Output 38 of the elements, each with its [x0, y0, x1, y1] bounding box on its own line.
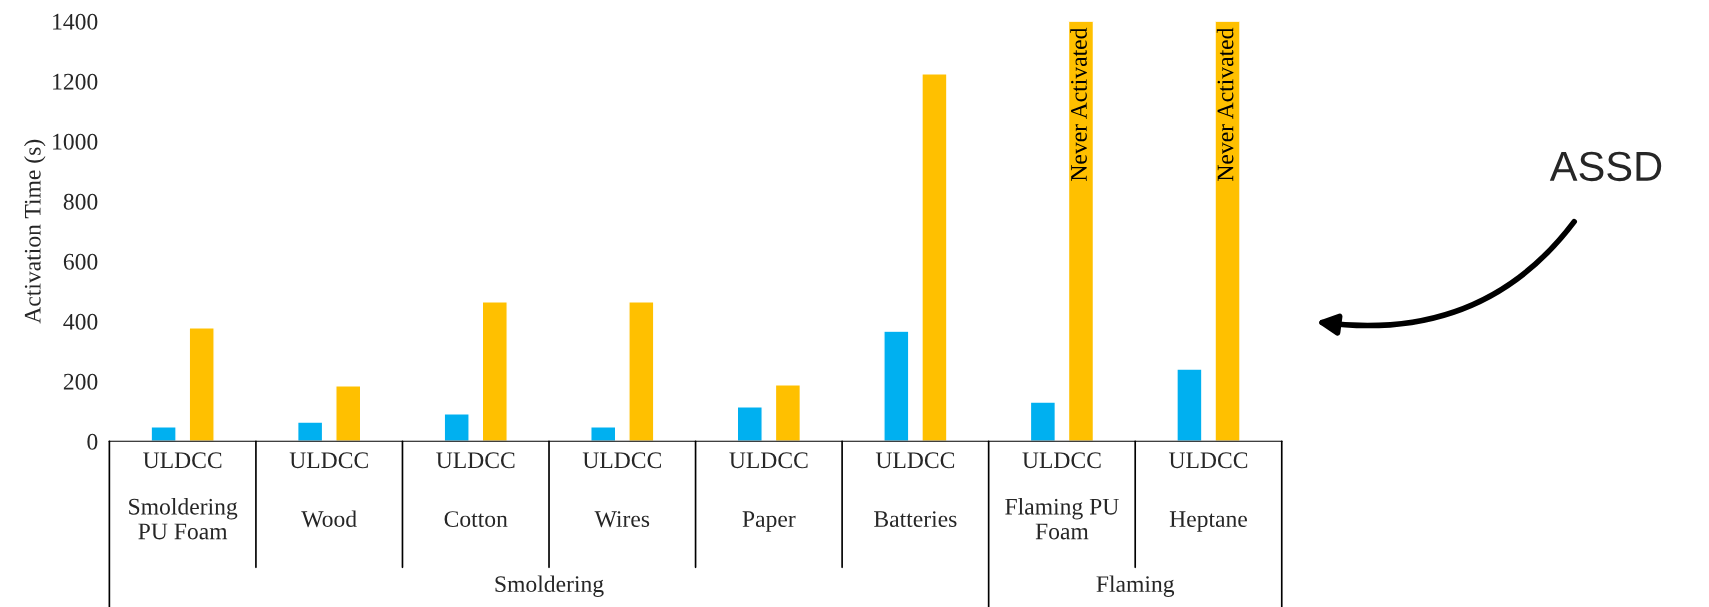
- category-label: ULDCC Wood: [289, 452, 368, 528]
- data-label: Never Activated: [1070, 27, 1087, 181]
- category-label: ULDCC Cotton: [436, 452, 515, 528]
- bar: [1067, 21, 1095, 442]
- category-label: ULDCC Paper: [729, 452, 808, 532]
- y-tick-label: 200: [63, 373, 98, 390]
- bar: [590, 426, 617, 442]
- y-tick-label: 800: [63, 193, 98, 210]
- bar: [296, 421, 324, 442]
- y-tick-label: 0: [87, 433, 98, 450]
- y-tick-label: 400: [63, 313, 98, 330]
- bar: [921, 73, 948, 442]
- data-label: Never Activated: [1216, 27, 1234, 181]
- bar: [150, 426, 177, 442]
- bar: [335, 385, 362, 442]
- bar: [736, 406, 763, 442]
- bar: [883, 330, 910, 442]
- category-label: ULDCC Smoldering PU Foam: [129, 452, 238, 540]
- bar: [1029, 401, 1057, 442]
- text: Flaming: [1096, 575, 1175, 597]
- bar: [628, 301, 655, 442]
- bar: [774, 384, 802, 442]
- bar: [188, 327, 215, 442]
- text: ASSD: [1549, 151, 1662, 182]
- text: Smoldering: [495, 575, 604, 597]
- y-tick-label: 1200: [53, 73, 98, 90]
- category-label: ULDCC Flaming PU Foam: [1005, 452, 1119, 540]
- category-label: ULDCC Heptane: [1168, 452, 1248, 532]
- y-tick-label: 1400: [53, 13, 98, 30]
- y-tick-label: 1000: [53, 133, 98, 150]
- bar: [443, 412, 470, 442]
- category-label: ULDCC Batteries: [874, 452, 957, 528]
- bar: [1176, 368, 1203, 442]
- category-label: ULDCC Wires: [582, 452, 661, 528]
- bar: [481, 301, 508, 442]
- y-tick-label: 600: [63, 253, 98, 270]
- y-axis-title: Activation Time (s): [24, 139, 46, 324]
- bar: [1214, 21, 1241, 442]
